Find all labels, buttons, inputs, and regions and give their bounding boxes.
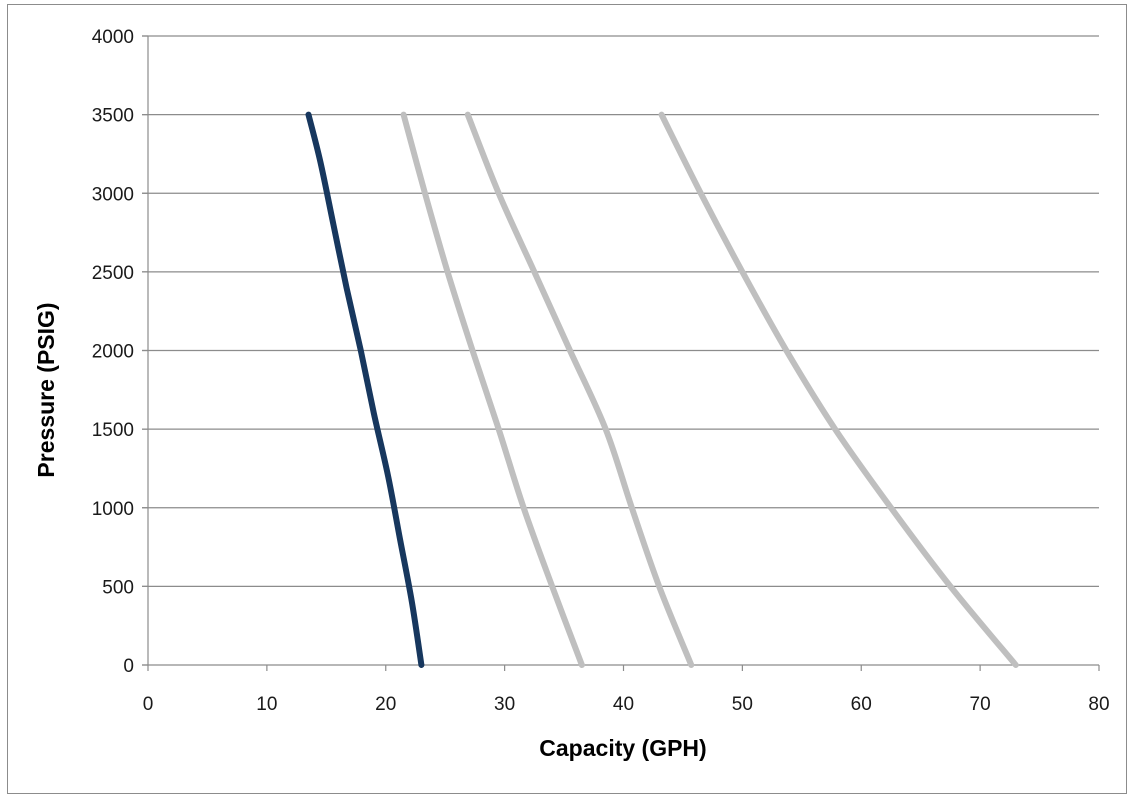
y-axis-title: Pressure (PSIG) <box>33 302 59 477</box>
series-line-1 <box>305 111 425 668</box>
y-tick-label-3500: 3500 <box>92 106 134 127</box>
axes-layer <box>142 35 1100 671</box>
x-tick-label-80: 80 <box>1088 694 1109 715</box>
series-layer <box>305 111 1019 668</box>
series-line-4 <box>658 111 1019 668</box>
y-tick-label-4000: 4000 <box>92 27 134 48</box>
x-tick-label-20: 20 <box>375 694 396 715</box>
series-line-2 <box>400 111 585 668</box>
chart-frame <box>7 4 1127 794</box>
y-tick-label-2500: 2500 <box>92 263 134 284</box>
x-tick-label-60: 60 <box>851 694 872 715</box>
y-tick-label-1000: 1000 <box>92 499 134 520</box>
y-tick-label-2000: 2000 <box>92 342 134 363</box>
y-tick-label-1500: 1500 <box>92 420 134 441</box>
x-tick-label-30: 30 <box>494 694 515 715</box>
series-line-3 <box>464 111 695 668</box>
y-tick-label-0: 0 <box>123 656 134 677</box>
y-tick-label-3000: 3000 <box>92 184 134 205</box>
x-tick-label-50: 50 <box>732 694 753 715</box>
x-axis-title: Capacity (GPH) <box>539 735 706 761</box>
x-tick-label-70: 70 <box>970 694 991 715</box>
x-tick-label-40: 40 <box>613 694 634 715</box>
tick-layer: 0 500 1000 1500 2000 2500 3000 3500 4000 0 10 20 30 4… <box>92 27 1110 715</box>
y-tick-label-500: 500 <box>102 577 134 598</box>
x-tick-label-10: 10 <box>256 694 277 715</box>
x-tick-label-0: 0 <box>143 694 154 715</box>
grid-layer <box>142 35 1099 587</box>
